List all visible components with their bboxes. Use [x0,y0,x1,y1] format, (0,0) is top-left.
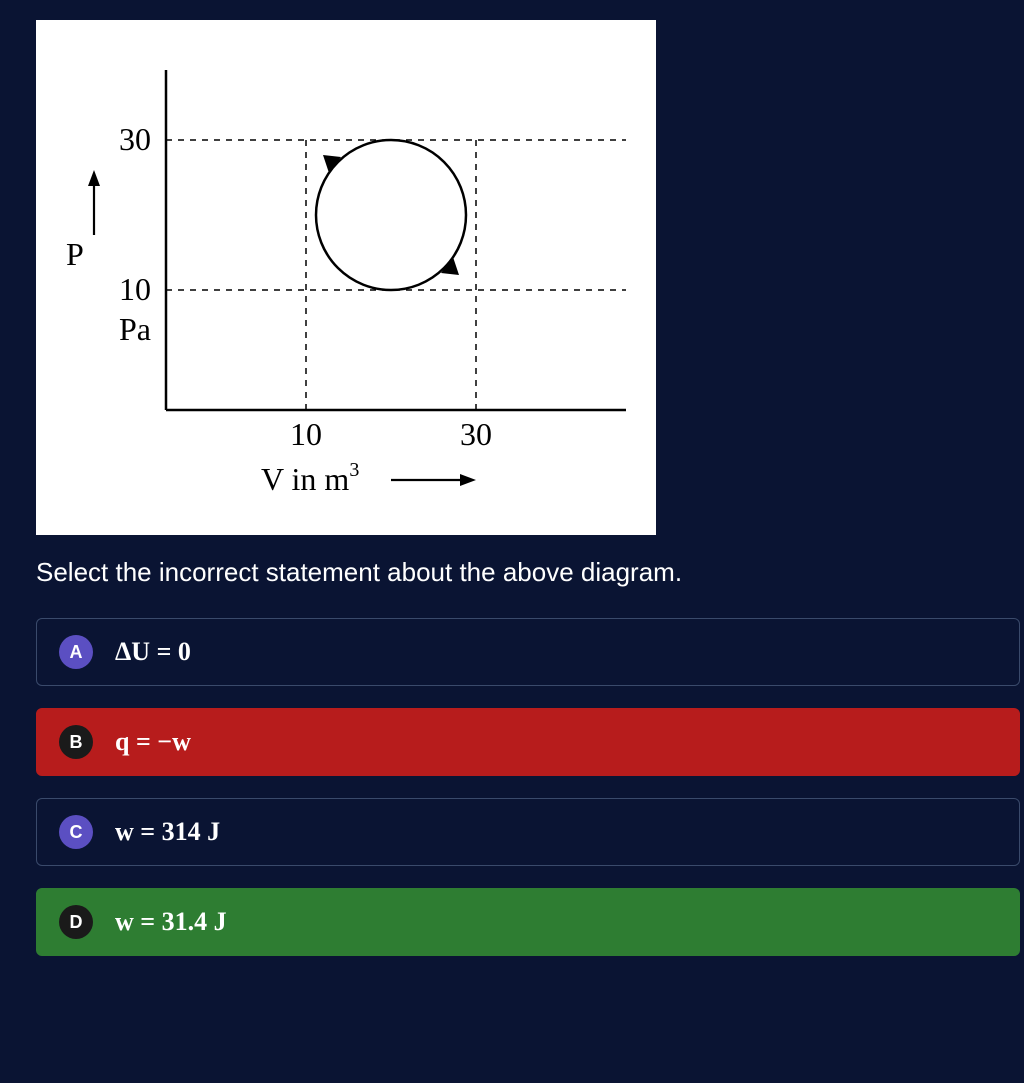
quiz-container: 30 10 Pa P 10 30 V in m3 Select the inco… [0,0,1024,998]
x-tick-30: 30 [460,416,492,452]
pv-diagram-svg: 30 10 Pa P 10 30 V in m3 [46,40,636,520]
question-text: Select the incorrect statement about the… [36,557,1004,588]
y-tick-30: 30 [119,121,151,157]
x-tick-10: 10 [290,416,322,452]
option-a[interactable]: A ΔU = 0 [36,618,1020,686]
option-c[interactable]: C w = 314 J [36,798,1020,866]
option-b-letter: B [59,725,93,759]
option-b[interactable]: B q = −w [36,708,1020,776]
option-c-letter: C [59,815,93,849]
y-tick-10: 10 [119,271,151,307]
x-axis-label: V in m3 [261,459,359,497]
option-d[interactable]: D w = 31.4 J [36,888,1020,956]
option-b-text: q = −w [115,727,191,757]
y-axis-label: P [66,236,84,272]
option-a-letter: A [59,635,93,669]
option-d-letter: D [59,905,93,939]
y-unit: Pa [119,311,151,347]
option-d-text: w = 31.4 J [115,907,227,937]
option-a-text: ΔU = 0 [115,637,191,667]
pv-diagram: 30 10 Pa P 10 30 V in m3 [36,20,656,535]
option-c-text: w = 314 J [115,817,220,847]
